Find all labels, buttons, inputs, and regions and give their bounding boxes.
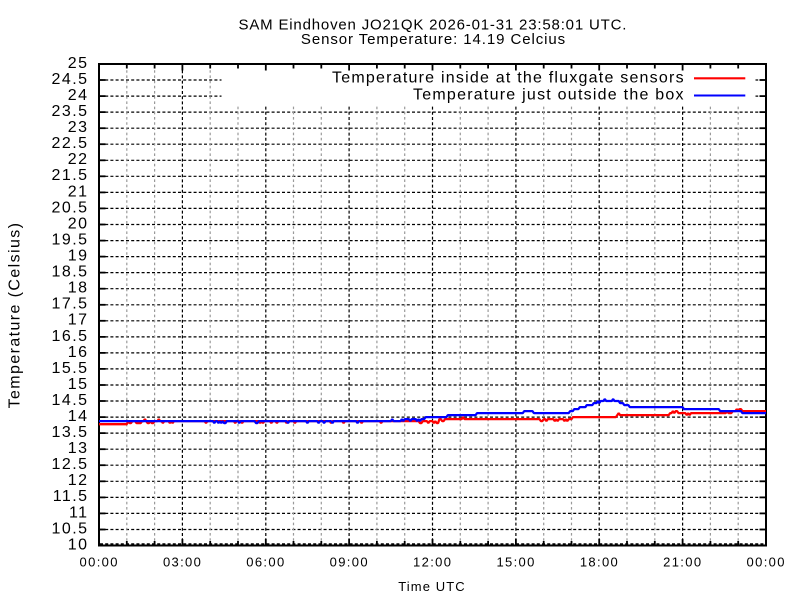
svg-text:Sensor Temperature: 14.19 Celc: Sensor Temperature: 14.19 Celcius [301,31,566,48]
svg-text:20.5: 20.5 [52,199,89,216]
svg-text:Temperature inside at the flux: Temperature inside at the fluxgate senso… [332,69,685,86]
svg-text:18: 18 [68,280,89,297]
svg-text:18:00: 18:00 [580,554,619,569]
svg-text:00:00: 00:00 [747,554,786,569]
svg-text:15:00: 15:00 [496,554,535,569]
svg-text:Temperature (Celsius): Temperature (Celsius) [7,222,24,409]
svg-text:SAM Eindhoven JO21QK 2026-01-3: SAM Eindhoven JO21QK 2026-01-31 23:58:01… [239,17,628,34]
svg-text:11.5: 11.5 [53,488,89,505]
svg-text:23.5: 23.5 [52,103,89,120]
svg-text:16.5: 16.5 [52,328,89,345]
svg-text:24: 24 [68,87,89,104]
svg-text:Temperature just outside the b: Temperature just outside the box [413,86,685,103]
svg-text:15: 15 [68,376,89,393]
svg-text:12.5: 12.5 [52,456,89,473]
svg-text:24.5: 24.5 [52,71,89,88]
svg-text:13.5: 13.5 [52,424,89,441]
svg-text:21: 21 [68,183,89,200]
svg-text:Time UTC: Time UTC [398,579,466,594]
svg-text:23: 23 [68,119,89,136]
svg-text:12:00: 12:00 [413,554,452,569]
svg-text:17.5: 17.5 [52,296,89,313]
svg-text:25: 25 [68,55,89,72]
svg-text:14.5: 14.5 [52,392,89,409]
svg-text:19: 19 [68,248,89,265]
svg-text:19.5: 19.5 [52,232,89,249]
svg-text:03:00: 03:00 [163,554,202,569]
svg-text:14: 14 [68,408,89,425]
svg-text:06:00: 06:00 [246,554,285,569]
svg-text:18.5: 18.5 [52,264,89,281]
svg-text:10.5: 10.5 [52,520,89,537]
svg-text:00:00: 00:00 [80,554,119,569]
svg-text:11: 11 [69,504,89,521]
svg-text:22.5: 22.5 [52,135,89,152]
svg-text:09:00: 09:00 [330,554,369,569]
svg-text:10: 10 [68,536,89,553]
svg-text:22: 22 [68,151,89,168]
svg-text:16: 16 [68,344,89,361]
svg-text:12: 12 [68,472,89,489]
svg-text:17: 17 [68,312,89,329]
svg-text:13: 13 [68,440,89,457]
svg-text:21:00: 21:00 [663,554,702,569]
svg-text:20: 20 [68,215,89,232]
svg-text:21.5: 21.5 [52,167,89,184]
svg-text:15.5: 15.5 [52,360,89,377]
